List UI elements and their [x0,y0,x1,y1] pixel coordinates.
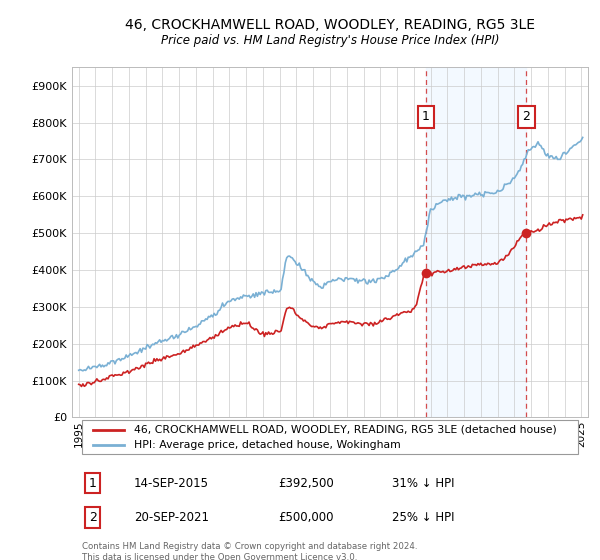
Text: 46, CROCKHAMWELL ROAD, WOODLEY, READING, RG5 3LE (detached house): 46, CROCKHAMWELL ROAD, WOODLEY, READING,… [134,424,557,435]
Text: Contains HM Land Registry data © Crown copyright and database right 2024.
This d: Contains HM Land Registry data © Crown c… [82,542,418,560]
Text: HPI: Average price, detached house, Wokingham: HPI: Average price, detached house, Woki… [134,440,401,450]
Text: Price paid vs. HM Land Registry's House Price Index (HPI): Price paid vs. HM Land Registry's House … [161,34,499,47]
Text: 1: 1 [422,110,430,123]
Text: 2: 2 [523,110,530,123]
Text: 2: 2 [89,511,97,524]
Text: 1: 1 [89,477,97,489]
Text: 46, CROCKHAMWELL ROAD, WOODLEY, READING, RG5 3LE: 46, CROCKHAMWELL ROAD, WOODLEY, READING,… [125,18,535,32]
Text: 25% ↓ HPI: 25% ↓ HPI [392,511,454,524]
Text: 31% ↓ HPI: 31% ↓ HPI [392,477,454,489]
Text: £500,000: £500,000 [278,511,334,524]
Text: £392,500: £392,500 [278,477,334,489]
Bar [426,67,526,417]
Text: 14-SEP-2015: 14-SEP-2015 [134,477,209,489]
Text: 20-SEP-2021: 20-SEP-2021 [134,511,209,524]
